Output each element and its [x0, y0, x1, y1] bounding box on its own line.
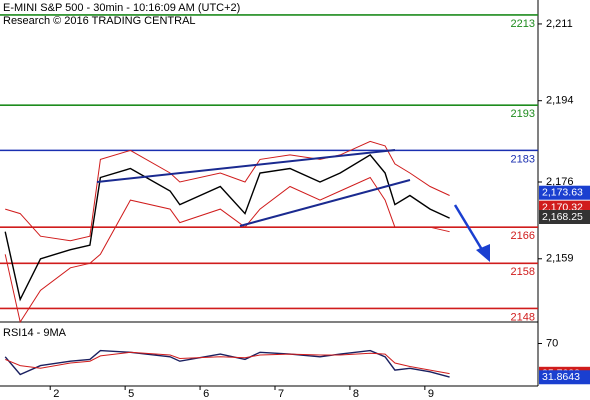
series-line: [4, 349, 450, 378]
price-tag-label: 31.8643: [542, 371, 580, 383]
price-tag-label: 2,168.25: [542, 211, 583, 223]
x-tick-label: 5: [128, 388, 134, 400]
x-tick-label: 6: [203, 388, 209, 400]
price-tag-label: 2,173.63: [542, 186, 583, 198]
price-tag: [539, 370, 590, 385]
series-line: [5, 351, 450, 375]
x-tick-label: 8: [353, 388, 359, 400]
trend-line: [96, 149, 396, 183]
forecast-arrow: [453, 204, 486, 254]
forecast-arrow-head: [476, 244, 490, 262]
level-label: 2148: [511, 311, 535, 323]
y-tick-label: 2,211: [546, 18, 573, 30]
chart-subtitle: Research © 2016 TRADING CENTRAL: [3, 15, 196, 27]
y-tick-label: 2,194: [546, 95, 574, 107]
x-tick-label: 9: [428, 388, 434, 400]
chart-title: E-MINI S&P 500 - 30min - 10:16:09 AM (UT…: [3, 2, 240, 14]
level-label: 2193: [511, 108, 535, 120]
level-label: 2158: [511, 266, 535, 278]
y-tick-label: 2,159: [546, 253, 574, 265]
y-tick-label: 70: [546, 337, 558, 349]
price-tag: [539, 185, 590, 200]
series-line: [4, 153, 450, 302]
series-line: [4, 176, 450, 324]
level-label: 2213: [511, 18, 535, 30]
series-line: [5, 140, 450, 242]
price-tag: [539, 210, 590, 224]
y-tick-label: 2,176: [546, 176, 574, 188]
x-tick-label: 2: [53, 388, 59, 400]
x-tick-label: 7: [278, 388, 284, 400]
indicator-title: RSI14 - 9MA: [3, 327, 67, 339]
level-label: 2166: [511, 230, 535, 242]
level-label: 2183: [511, 153, 535, 165]
trend-line: [239, 179, 411, 227]
